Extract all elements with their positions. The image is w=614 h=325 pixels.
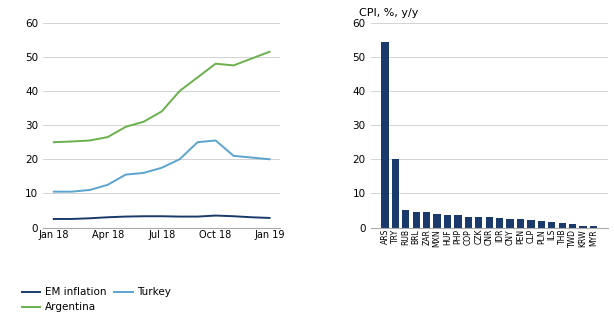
- Bar: [465, 216, 472, 228]
- Bar: [548, 222, 556, 227]
- Bar: [538, 221, 545, 228]
- Bar: [569, 225, 576, 228]
- Bar: [392, 159, 399, 228]
- Bar: [517, 219, 524, 228]
- Bar: [423, 213, 430, 228]
- Bar: [433, 214, 441, 228]
- Bar: [559, 223, 565, 227]
- Bar: [475, 217, 483, 227]
- Bar: [486, 217, 493, 227]
- Bar: [527, 220, 535, 227]
- Bar: [444, 214, 451, 227]
- Bar: [381, 42, 389, 227]
- Bar: [507, 219, 514, 228]
- Bar: [580, 226, 586, 227]
- Bar: [454, 215, 462, 227]
- Legend: EM inflation, Argentina, Turkey: EM inflation, Argentina, Turkey: [17, 283, 176, 317]
- Bar: [496, 218, 503, 228]
- Bar: [413, 212, 420, 227]
- Text: CPI, %, y/y: CPI, %, y/y: [359, 8, 418, 18]
- Bar: [402, 210, 410, 228]
